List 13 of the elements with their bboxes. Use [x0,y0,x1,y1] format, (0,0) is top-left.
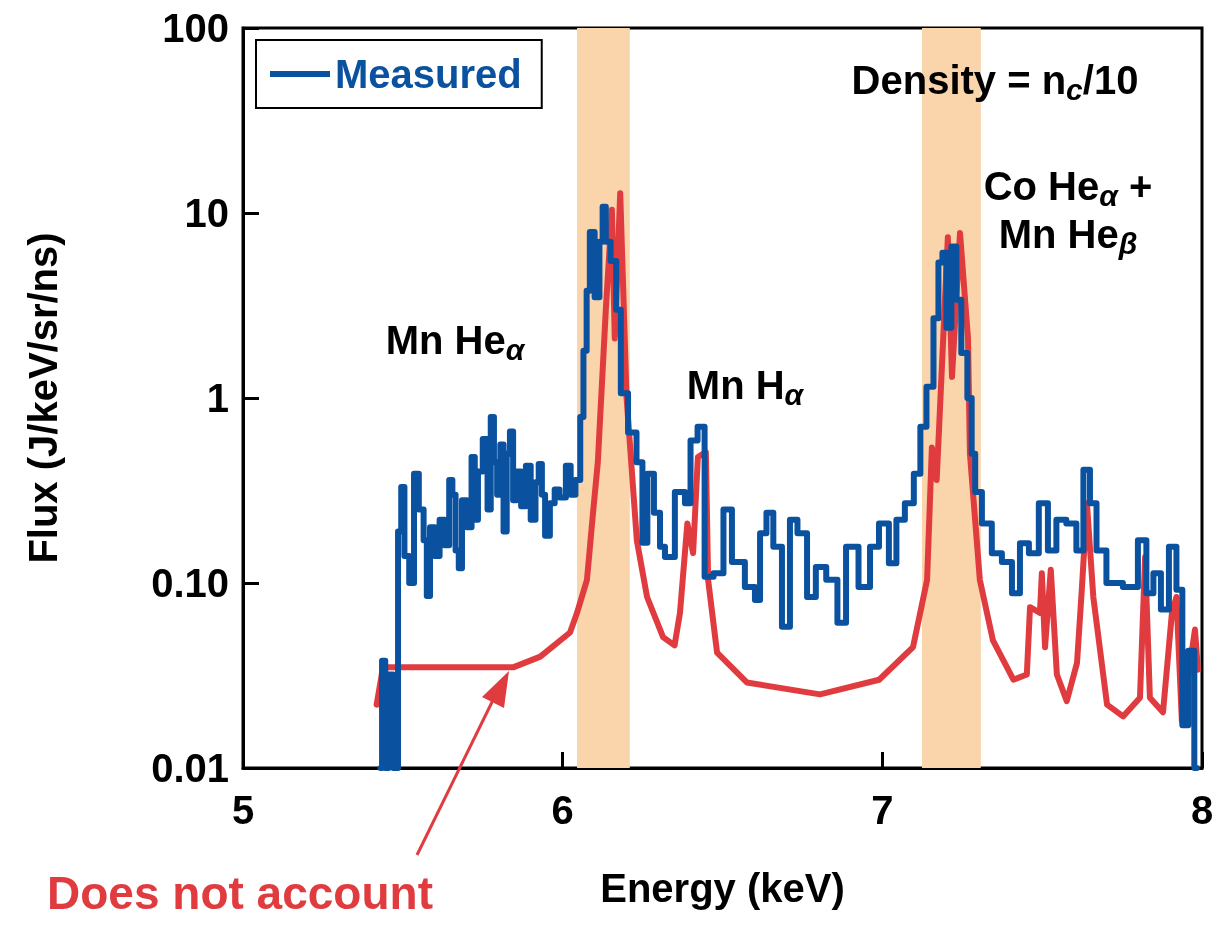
y-tick-label: 0.01 [151,746,229,790]
y-axis-title: Flux (J/keV/sr/ns) [21,232,65,564]
legend-label: Measured [335,52,522,96]
text: Does not account [47,867,433,919]
x-tick-label: 6 [551,788,574,832]
x-axis-title: Energy (keV) [600,866,845,910]
y-tick-label: 10 [184,191,229,235]
y-tick-label: 100 [162,6,229,50]
y-tick-label: 0.10 [151,561,229,605]
x-tick-label: 8 [1190,788,1214,832]
x-tick-label: 7 [871,788,894,832]
y-tick-label: 1 [206,376,229,420]
x-tick-label: 5 [231,788,255,832]
